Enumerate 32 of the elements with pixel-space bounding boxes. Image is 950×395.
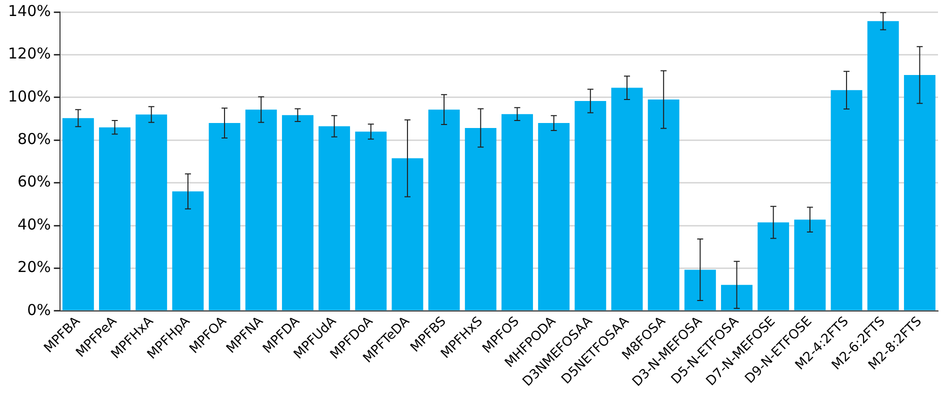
y-tick-label: 80%: [18, 130, 51, 148]
bar: [867, 21, 899, 310]
y-tick-label: 0%: [27, 300, 51, 319]
bar: [684, 270, 716, 310]
bar: [502, 114, 533, 310]
bar: [721, 284, 752, 310]
bar: [136, 114, 168, 310]
bar: [428, 110, 460, 310]
bar: [830, 90, 862, 310]
bar: [538, 123, 570, 310]
bar: [794, 220, 826, 310]
y-tick-label: 100%: [8, 87, 51, 106]
bar: [574, 101, 606, 310]
y-tick-label: 140%: [8, 2, 51, 20]
bar: [392, 158, 424, 310]
bar: [245, 110, 277, 310]
bar: [172, 191, 204, 310]
bar: [464, 128, 496, 310]
bar: [208, 123, 240, 310]
y-tick-label: 60%: [18, 172, 51, 191]
y-tick-label: 120%: [8, 44, 51, 63]
bar: [282, 115, 314, 310]
bar: [355, 132, 387, 310]
y-tick-label: 40%: [18, 215, 51, 234]
y-tick-label: 20%: [18, 258, 51, 276]
bar: [318, 126, 350, 310]
bar: [62, 118, 94, 310]
bar: [904, 75, 936, 310]
bar: [99, 127, 130, 310]
bar: [758, 222, 790, 310]
bar: [648, 100, 680, 310]
bar: [611, 88, 643, 310]
